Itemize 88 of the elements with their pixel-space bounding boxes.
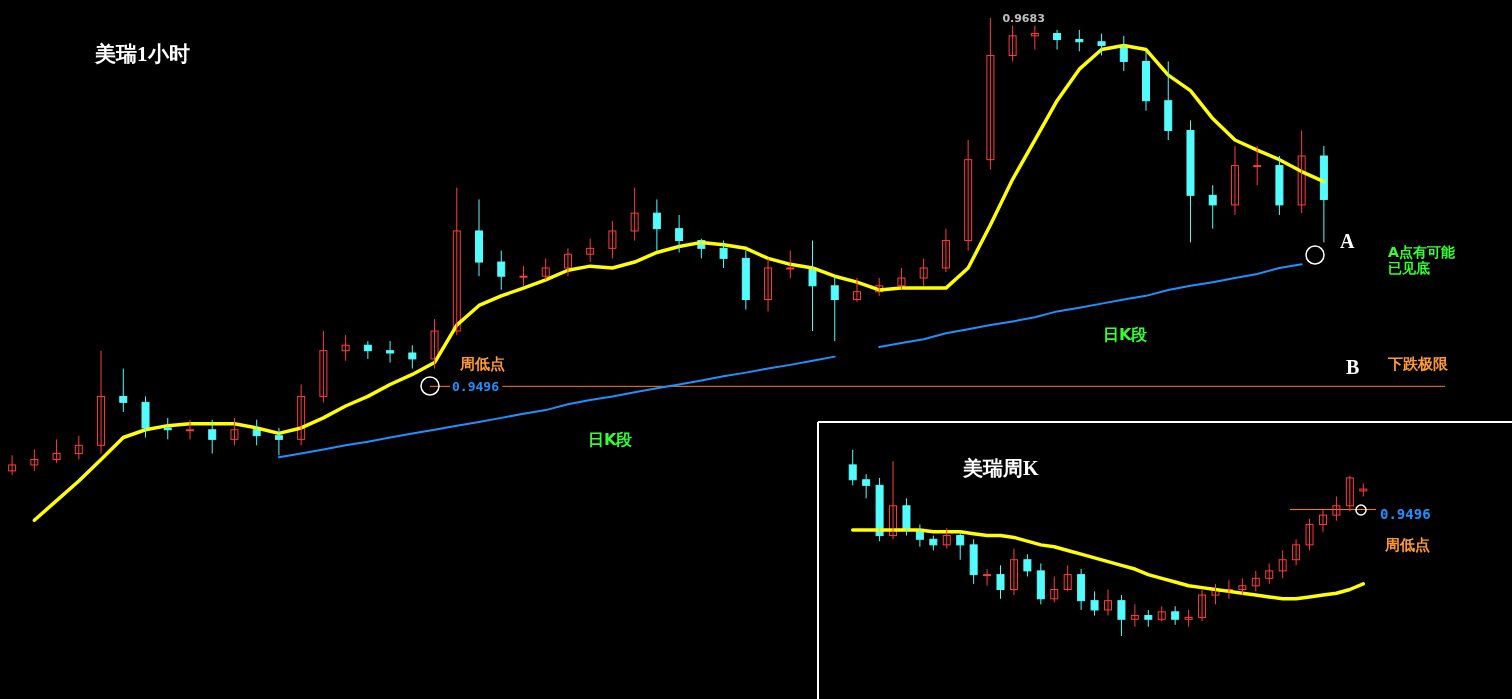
candlestick bbox=[1030, 25, 1039, 51]
candlestick bbox=[608, 220, 617, 259]
candlestick bbox=[1063, 564, 1072, 592]
candlestick bbox=[852, 277, 861, 303]
candlestick bbox=[452, 187, 461, 336]
candlestick bbox=[1050, 575, 1059, 604]
candlestick bbox=[964, 139, 973, 252]
candlestick bbox=[52, 438, 61, 464]
candlestick bbox=[1097, 33, 1106, 56]
candlestick bbox=[30, 448, 39, 472]
candlestick bbox=[996, 564, 1005, 600]
candlestick bbox=[902, 497, 911, 537]
annotation: 0.9496 bbox=[452, 379, 500, 394]
candlestick bbox=[1117, 594, 1126, 637]
candlestick bbox=[1184, 609, 1193, 628]
candlestick bbox=[230, 417, 239, 446]
candlestick bbox=[1332, 496, 1341, 522]
candlestick bbox=[1023, 553, 1032, 577]
candlestick bbox=[1198, 589, 1207, 622]
candlestick bbox=[956, 531, 965, 561]
candlestick bbox=[1265, 562, 1274, 585]
candlestick bbox=[208, 419, 217, 455]
candlestick bbox=[1009, 548, 1018, 596]
candlestick bbox=[1130, 603, 1139, 628]
candlestick bbox=[1211, 583, 1220, 605]
candlestick bbox=[969, 538, 978, 585]
candlestick bbox=[941, 228, 950, 273]
candlestick bbox=[1359, 482, 1368, 497]
candlestick bbox=[408, 344, 417, 370]
text: 美瑞1小时 bbox=[94, 42, 190, 66]
candlestick bbox=[430, 318, 439, 370]
text: B bbox=[1346, 356, 1360, 378]
candlestick bbox=[786, 250, 795, 279]
candlestick bbox=[74, 435, 83, 460]
candlestick bbox=[1186, 119, 1195, 243]
candlestick bbox=[1275, 155, 1284, 216]
annotation: 日K段 bbox=[1103, 325, 1149, 344]
candlestick bbox=[297, 384, 306, 446]
text: 周低点 bbox=[1384, 536, 1430, 554]
candlestick bbox=[919, 257, 928, 287]
text: 已见底 bbox=[1388, 260, 1430, 276]
text: 0.9496 bbox=[1380, 506, 1431, 522]
candlestick bbox=[929, 535, 938, 551]
candlestick bbox=[1238, 577, 1247, 596]
candlestick bbox=[630, 187, 639, 242]
candlestick bbox=[1292, 538, 1301, 566]
candlestick bbox=[1318, 509, 1327, 533]
text: A点有可能 bbox=[1388, 244, 1456, 260]
candlestick bbox=[1090, 590, 1099, 617]
candlestick bbox=[519, 265, 528, 287]
candlestick bbox=[497, 250, 506, 291]
candlestick bbox=[1157, 605, 1166, 622]
candlestick bbox=[1297, 129, 1306, 214]
candlestick bbox=[875, 477, 884, 542]
candlestick bbox=[764, 257, 773, 312]
candlestick bbox=[986, 17, 995, 171]
candlestick bbox=[1251, 570, 1260, 592]
candlestick bbox=[1104, 589, 1112, 617]
candlestick bbox=[942, 527, 951, 550]
candlestick bbox=[8, 454, 17, 476]
candlestick bbox=[1305, 518, 1314, 551]
candlestick bbox=[1171, 605, 1180, 626]
candlestick bbox=[386, 340, 395, 364]
candlestick bbox=[563, 247, 572, 277]
candlestick bbox=[541, 257, 550, 281]
text: A bbox=[1340, 230, 1355, 252]
candlestick bbox=[862, 473, 871, 499]
candlestick bbox=[875, 277, 884, 297]
annotation: 周低点 bbox=[459, 355, 505, 373]
candlestick bbox=[830, 275, 839, 342]
candlestick bbox=[889, 460, 898, 540]
candlestick bbox=[341, 334, 350, 362]
candlestick bbox=[1345, 475, 1354, 512]
candlestick bbox=[1008, 25, 1017, 62]
candlestick bbox=[1208, 184, 1217, 230]
candlestick bbox=[97, 350, 106, 455]
candlestick bbox=[1144, 609, 1153, 628]
candlestick bbox=[141, 395, 150, 439]
candlestick bbox=[1230, 145, 1239, 216]
candlestick bbox=[319, 330, 328, 403]
candlestick bbox=[719, 240, 728, 269]
candlestick bbox=[586, 238, 595, 263]
annotation: 日K段 bbox=[588, 430, 634, 449]
candlestick bbox=[897, 267, 906, 291]
text: 下跌极限 bbox=[1387, 355, 1449, 373]
annotation: 0.9683 bbox=[1002, 12, 1045, 25]
chart-title: 美瑞周K bbox=[962, 457, 1039, 479]
candlestick bbox=[1278, 549, 1287, 579]
